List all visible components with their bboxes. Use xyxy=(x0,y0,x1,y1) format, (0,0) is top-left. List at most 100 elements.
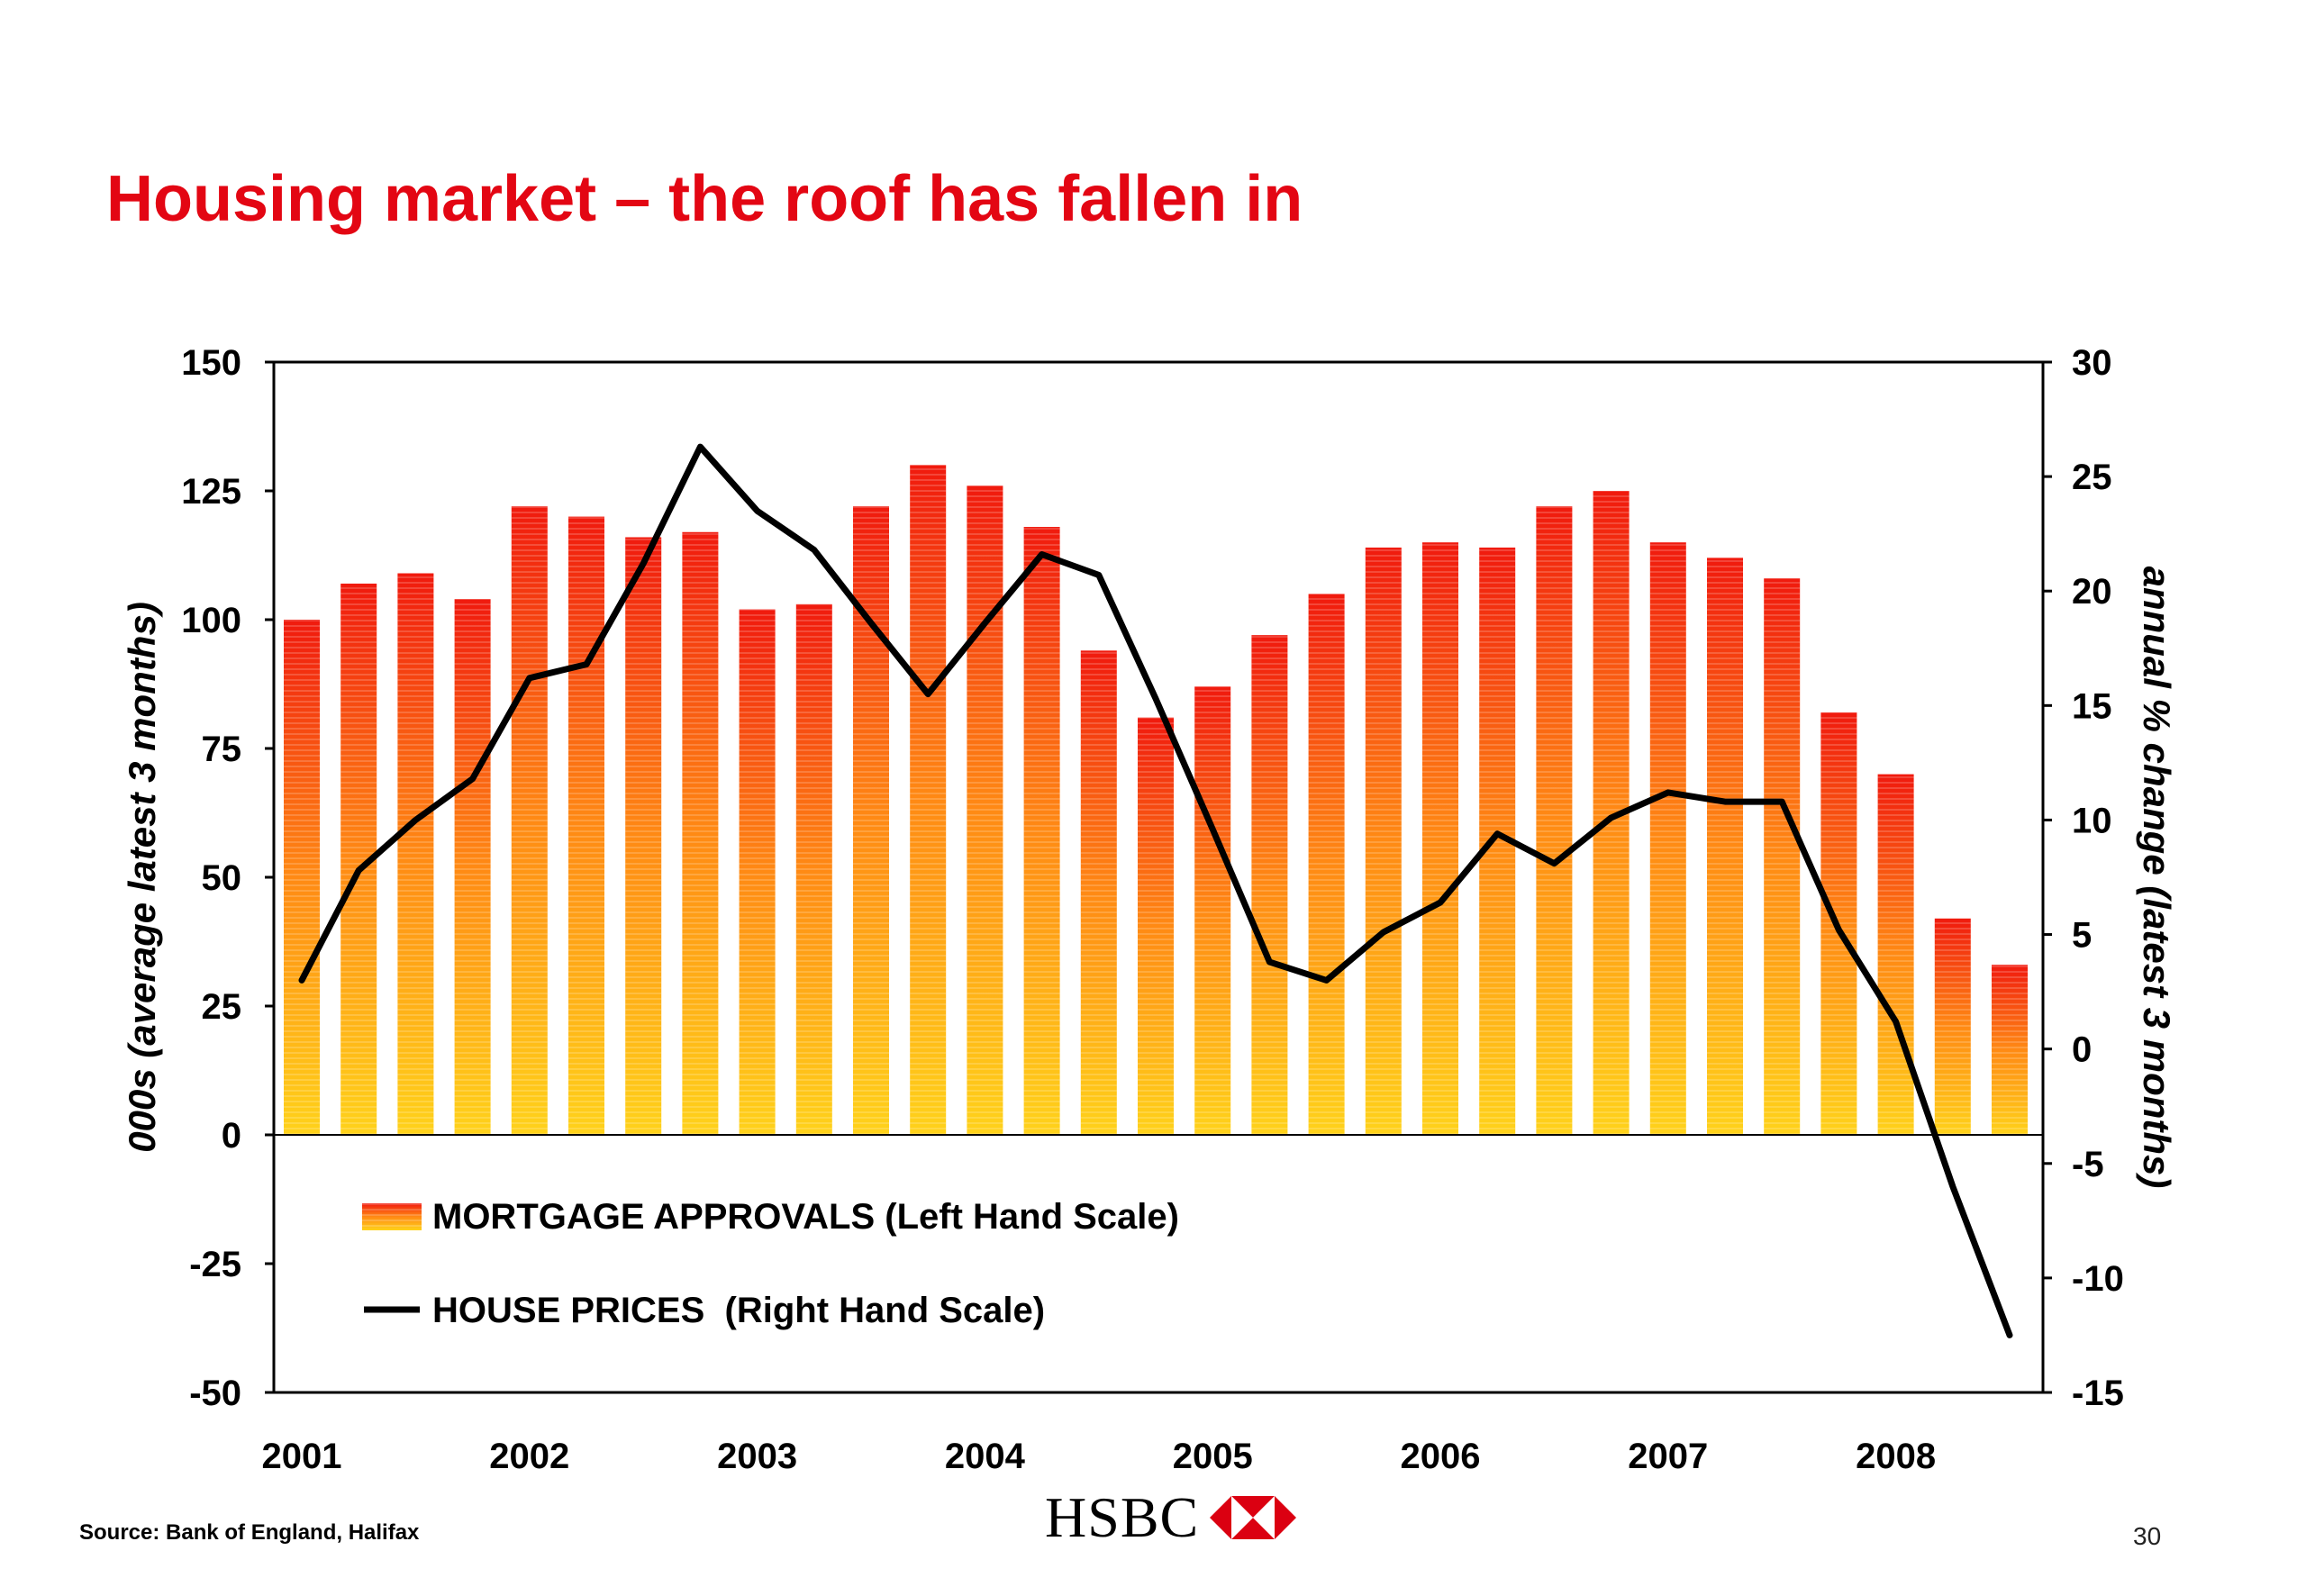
right-tick-label: 25 xyxy=(2072,458,2112,497)
x-tick-label: 2002 xyxy=(489,1437,569,1476)
bar xyxy=(1308,594,1345,1135)
bar xyxy=(739,609,776,1135)
source-note: Source: Bank of England, Halifax xyxy=(79,1520,420,1545)
x-tick-label: 2008 xyxy=(1856,1437,1936,1476)
left-tick-label: 50 xyxy=(202,858,242,898)
bar xyxy=(568,516,604,1135)
x-axis: 2001 2002 2003 2004 2005 2006 2007 2008 xyxy=(262,1437,1937,1476)
bar-texture xyxy=(853,506,889,1135)
bar-texture xyxy=(739,609,776,1135)
right-axis: 30 25 20 15 10 5 0 -5 -10 -15 xyxy=(2043,343,2124,1413)
left-tick-label: 125 xyxy=(181,472,241,512)
bar-texture xyxy=(454,599,491,1135)
bar xyxy=(1707,558,1743,1135)
bar xyxy=(682,531,719,1135)
bar-texture xyxy=(1138,717,1174,1135)
right-tick-label: -15 xyxy=(2072,1374,2124,1413)
left-tick-label: -25 xyxy=(189,1245,241,1284)
bar-texture xyxy=(1536,506,1573,1135)
bar-texture xyxy=(1308,594,1345,1135)
legend-bar-swatch-texture xyxy=(362,1203,422,1230)
bar xyxy=(1023,527,1060,1135)
bar-texture xyxy=(568,516,604,1135)
right-tick-label: 0 xyxy=(2072,1030,2092,1070)
bar-texture xyxy=(795,603,832,1135)
bar-texture xyxy=(1992,965,2028,1135)
bar xyxy=(284,620,320,1135)
bar xyxy=(1251,635,1288,1135)
logo-wordmark: HSBC xyxy=(1045,1485,1200,1549)
bar xyxy=(511,506,548,1135)
left-tick-label: 75 xyxy=(202,730,242,769)
legend: MORTGAGE APPROVALS (Left Hand Scale) HOUS… xyxy=(362,1197,1179,1330)
bar xyxy=(1194,686,1231,1135)
right-tick-label: -5 xyxy=(2072,1145,2104,1184)
bar xyxy=(1138,717,1174,1135)
bar xyxy=(1536,506,1573,1135)
hexagon-logo-icon xyxy=(1210,1496,1297,1539)
right-tick-label: 10 xyxy=(2072,801,2112,840)
bar-texture xyxy=(1707,558,1743,1135)
right-tick-label: 20 xyxy=(2072,572,2112,612)
bar xyxy=(1764,578,1801,1135)
bar-texture xyxy=(1422,542,1458,1135)
bar xyxy=(1649,542,1686,1135)
x-tick-label: 2005 xyxy=(1173,1437,1253,1476)
bar-texture xyxy=(682,531,719,1135)
hsbc-logo: HSBC xyxy=(1045,1484,1297,1551)
x-tick-label: 2001 xyxy=(262,1437,342,1476)
bar xyxy=(625,537,662,1135)
right-tick-label: -10 xyxy=(2072,1259,2124,1299)
bar xyxy=(1080,650,1117,1135)
left-tick-label: -50 xyxy=(189,1374,241,1413)
right-tick-label: 5 xyxy=(2072,916,2092,956)
bar xyxy=(1992,965,2028,1135)
page-number: 30 xyxy=(2133,1522,2162,1550)
x-tick-label: 2007 xyxy=(1628,1437,1708,1476)
bar-texture xyxy=(1194,686,1231,1135)
left-axis: 150 125 100 75 50 25 0 -25 -50 xyxy=(181,343,274,1413)
bar-texture xyxy=(1649,542,1686,1135)
bar-texture xyxy=(967,485,1003,1135)
bar-series xyxy=(284,465,2028,1135)
right-tick-label: 30 xyxy=(2072,343,2112,383)
bar xyxy=(1365,547,1402,1135)
bar-texture xyxy=(511,506,548,1135)
x-tick-label: 2006 xyxy=(1401,1437,1481,1476)
bar xyxy=(1934,918,1971,1135)
left-tick-label: 25 xyxy=(202,987,242,1027)
bar-texture xyxy=(1080,650,1117,1135)
bar-texture xyxy=(625,537,662,1135)
bar-texture xyxy=(1023,527,1060,1135)
x-tick-label: 2004 xyxy=(945,1437,1026,1476)
left-tick-label: 0 xyxy=(222,1116,241,1156)
bar-texture xyxy=(284,620,320,1135)
bar-texture xyxy=(1877,774,1914,1135)
bar-texture xyxy=(1934,918,1971,1135)
bar-texture xyxy=(910,465,947,1135)
left-axis-title: 000s (average latest 3 months) xyxy=(121,602,163,1153)
bar xyxy=(853,506,889,1135)
legend-label-mortgage-approvals: MORTGAGE APPROVALS (Left Hand Scale) xyxy=(432,1197,1179,1237)
house-prices-line xyxy=(298,443,2013,1338)
slide-title: Housing market – the roof has fallen in xyxy=(106,163,1303,235)
bar-texture xyxy=(397,573,434,1135)
bar-texture xyxy=(1365,547,1402,1135)
left-tick-label: 150 xyxy=(181,343,241,383)
legend-bar-swatch xyxy=(362,1203,422,1230)
bar xyxy=(397,573,434,1135)
bar-texture xyxy=(1251,635,1288,1135)
x-tick-label: 2003 xyxy=(717,1437,797,1476)
right-axis-title: annual % change (latest 3 months) xyxy=(2136,567,2178,1189)
legend-label-house-prices: HOUSE PRICES (Right Hand Scale) xyxy=(432,1291,1045,1330)
bar xyxy=(795,603,832,1135)
bar-texture xyxy=(1764,578,1801,1135)
bar xyxy=(454,599,491,1135)
left-tick-label: 100 xyxy=(181,601,241,640)
bar xyxy=(910,465,947,1135)
right-tick-label: 15 xyxy=(2072,686,2112,726)
bar xyxy=(1877,774,1914,1135)
line-series xyxy=(298,443,2013,1338)
bar xyxy=(1422,542,1458,1135)
